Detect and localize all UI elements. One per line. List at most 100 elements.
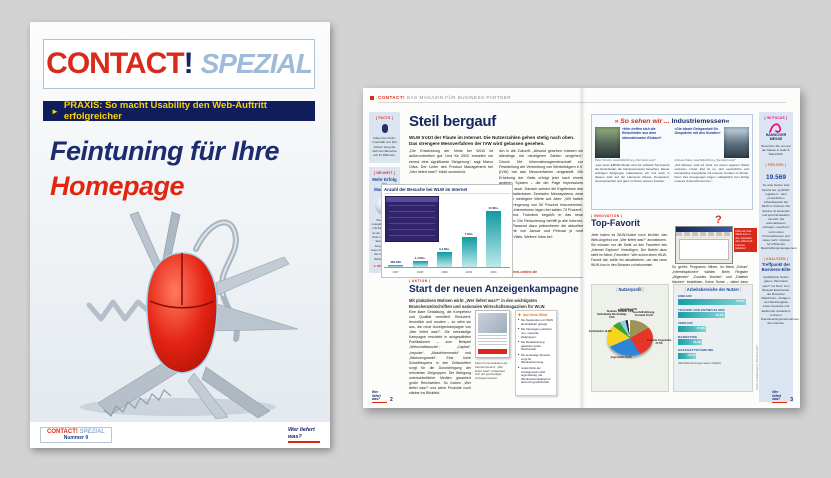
- pointer-icon: ►: [51, 106, 59, 116]
- plus-icon: ✚: [518, 313, 521, 317]
- cover-headline: Feintuning für Ihre Homepage: [50, 134, 279, 204]
- left-page-footer: Wer liefert was? 2: [372, 391, 393, 403]
- innovation-label: | INNOVATION |: [591, 214, 623, 218]
- aktion-label: | AKTION |: [409, 279, 431, 283]
- ad-caption: Klare Kommunikation der Kernkompetenz: „…: [475, 361, 508, 381]
- footer-mag-name: CONTACT!: [47, 429, 78, 435]
- cover-banner-text: PRAXIS: So macht Usability den Web-Auftr…: [63, 100, 267, 122]
- caption-name-right: Andreas Palas, Geschäftsführung „Wer lie…: [674, 159, 737, 162]
- header-brand: CONTACT!: [378, 95, 406, 100]
- ad-motif-image: [475, 310, 510, 358]
- bar-value: 67,6%: [736, 299, 745, 304]
- quote-text-right: „Auf Messen sind wir stets mit einem eig…: [674, 163, 750, 184]
- cover-title-bang: !: [183, 47, 194, 80]
- page-fold: [579, 88, 585, 408]
- article1-column1: „Die Entwicklung der Visits bei WLW ist …: [409, 149, 493, 175]
- interview-right: «Die ideale Gelegenheit für Gespräche mi…: [674, 127, 750, 184]
- hannover-messe-icon: [769, 123, 781, 133]
- pie-slice-label: Studium, Schüler 4,2%: [606, 309, 634, 313]
- focus-label: [ IM FOCUS ]: [764, 116, 788, 120]
- interview-left: «Hier treffen sich die Entscheider aus d…: [595, 127, 670, 183]
- visits-bar: [412, 260, 428, 267]
- browser-content: [679, 239, 729, 260]
- article1-title: Steil bergauf: [409, 113, 496, 130]
- pie-chart: [607, 320, 653, 356]
- pie-slice-label: Geschäftsführung, Vorstand 15,2%: [632, 311, 655, 318]
- bar-value: 18,5%: [687, 353, 696, 358]
- visits-bar-year: 1997: [392, 270, 399, 274]
- visits-bar-value: 13 Mio.: [488, 206, 499, 210]
- bar-row: Marketing 24,3%: [678, 335, 748, 345]
- pie-title: [ Nutzerprofil ]: [616, 287, 644, 292]
- bar-row: Verkauf 27,9%: [678, 321, 748, 332]
- knife-blade-tool: [213, 302, 299, 332]
- cover-masthead: CONTACT! SPEZIAL: [43, 39, 315, 89]
- ad-photo-area: [478, 313, 507, 333]
- header-tagline: DAS MAGAZIN FÜR BUSINESS-PARTNER: [406, 95, 512, 100]
- bars-footnote: (Mehrfachnennungen waren möglich): [678, 361, 721, 365]
- cover-banner: ► PRAXIS: So macht Usability den Web-Auf…: [43, 100, 315, 122]
- article2-lede: Mit plakativen Motiven wirbt „Wer liefer…: [409, 298, 546, 309]
- pie-slice-label: Facharbeiter 19,8%: [588, 330, 612, 334]
- article2-title: Start der neuen Anzeigenkampagne: [409, 284, 579, 295]
- rekord-text: So viele Nutzer sind bereits bei „myWLW“…: [761, 183, 798, 251]
- pie-slice-label: Selbständig Berufstätige 5,9%: [597, 313, 627, 320]
- website-rows: [389, 205, 435, 238]
- question-mark-callout: ?: [715, 214, 722, 226]
- mouse-icon: [381, 124, 388, 133]
- bar: 24,3%: [678, 339, 703, 345]
- bar-value: 46,7%: [715, 312, 724, 317]
- visits-bar-value: 1,4 Mio.: [414, 255, 426, 260]
- hannover-messe-logo: HANNOVER MESSE: [765, 133, 787, 141]
- analysen-text: Qualifizierte Nutzer gehen „Wer liefert …: [761, 275, 800, 326]
- bar-value: 24,3%: [693, 339, 702, 344]
- visits-bar: [437, 252, 452, 267]
- ivw-link[interactable]: ➔ www.ivw-online.de: [499, 270, 538, 274]
- messe-text: Besuchen Sie uns auf der Messe in Halle …: [761, 143, 791, 157]
- pie-slice-label: Leitende Angestellte 27,5%: [646, 339, 672, 345]
- wlw-logo-small: Wer liefert was?: [372, 391, 387, 403]
- visits-bar: [461, 236, 477, 267]
- visits-chart-title: Anzahl der Besuche bei WLW im Internet: [384, 187, 510, 194]
- page-number-right: 3: [790, 397, 793, 403]
- article1-lede: WLW trotzt der Flaute im Internet. Die N…: [409, 135, 575, 147]
- visits-bar-year: 2000: [465, 270, 473, 274]
- interview-title: » So sehen wir ... Industriemessen«: [614, 118, 730, 125]
- analysen-label: | ANALYSEN |: [763, 257, 789, 262]
- quote-right: «Die ideale Gelegenheit für Gespräche mi…: [674, 127, 721, 136]
- glance-item: Die Mediastreuung garantiert große Reich…: [518, 340, 554, 352]
- bar-value: 27,9%: [696, 326, 705, 331]
- magazine-cover: CONTACT! SPEZIAL ► PRAXIS: So macht Usab…: [30, 22, 330, 448]
- cover-headline-line2: Homepage: [50, 171, 185, 202]
- bar-row: Geschäftsführung 18,5%: [678, 348, 748, 359]
- glance-item: Die eindeutige Sprache sorgt für Wiedere…: [518, 353, 554, 365]
- swiss-army-mouse-illustration: [80, 211, 299, 419]
- magazine-spread: CONTACT! DAS MAGAZIN FÜR BUSINESS-PARTNE…: [363, 88, 800, 408]
- browser-screenshot: [675, 226, 733, 264]
- arbeitsbereiche-chart: [ Arbeitsbereiche der Nutzer ] Einkauf 67…: [673, 284, 753, 392]
- bar-category: Verkauf: [678, 321, 694, 325]
- browser-toolbar: [676, 232, 732, 236]
- visits-chart: Anzahl der Besuche bei WLW im Internet 4…: [381, 184, 513, 278]
- pie-slice-label: Sonstige 1,5%: [620, 308, 638, 312]
- caption-name-left: Peter Schulze, Geschäftsführung „Wer lie…: [595, 159, 657, 162]
- right-sidebar: [ IM FOCUS ] HANNOVER MESSE Besuchen Sie…: [759, 112, 800, 402]
- cover-headline-line1: Feintuning für Ihre: [50, 136, 279, 166]
- bar-category: Geschäftsführung: [678, 348, 714, 352]
- bar-category: Einkauf: [678, 294, 693, 298]
- article1-column2: lich in die Zukunft. „Absolut gesehen mü…: [499, 149, 583, 239]
- visits-bar-year: 1998: [416, 270, 424, 274]
- cover-footer-issue: CONTACT! SPEZIAL Nummer 9: [40, 427, 112, 443]
- cover-subtitle: SPEZIAL: [200, 48, 313, 79]
- visits-bar: [486, 211, 501, 267]
- article3-column1: Jetzt haben es WLW-Nutzer noch leichter,…: [591, 233, 667, 267]
- cover-footer: CONTACT! SPEZIAL Nummer 9 Wer liefert wa…: [30, 422, 330, 448]
- rekord-label: [ REKORD ]: [765, 163, 787, 168]
- interview-box: » So sehen wir ... Industriemessen« «Hie…: [591, 114, 753, 210]
- horizontal-bars: Einkauf 67,6% Technik und Entwicklung 46,7%…: [676, 294, 750, 359]
- quote-left: «Hier treffen sich die Entscheider aus d…: [622, 127, 662, 140]
- red-mouse-body: [146, 252, 218, 374]
- section-rule: [409, 277, 583, 278]
- glance-item: Jedes Motiv der Anzeigenserie wirkt eige…: [518, 366, 554, 385]
- wlw-website-screenshot: [385, 196, 439, 242]
